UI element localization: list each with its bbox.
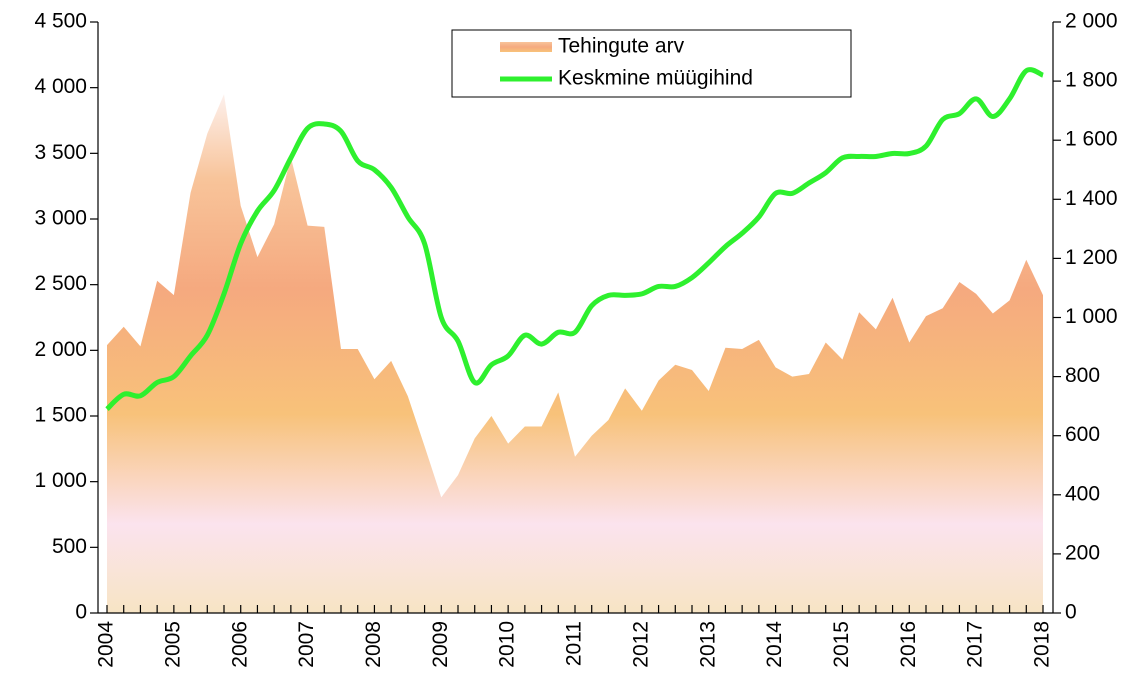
y-tick-label: 1 000	[34, 469, 87, 492]
x-tick-label: 2015	[830, 621, 853, 668]
x-tick-label: 2007	[295, 621, 318, 668]
y2-tick-label: 1 600	[1065, 128, 1118, 151]
y-tick-label: 0	[75, 601, 87, 624]
y2-tick-label: 1 800	[1065, 69, 1118, 92]
y2-tick-label: 200	[1065, 541, 1100, 564]
x-tick-label: 2016	[897, 621, 920, 668]
y2-tick-label: 600	[1065, 423, 1100, 446]
x-tick-label: 2008	[362, 621, 385, 668]
y-tick-label: 2 000	[34, 338, 87, 361]
area	[107, 94, 1043, 613]
y-tick-label: 4 500	[34, 10, 87, 33]
x-tick-label: 2011	[563, 621, 586, 666]
x-tick-label: 2005	[161, 621, 184, 668]
x-tick-label: 2013	[696, 621, 719, 668]
y-tick-label: 4 000	[34, 75, 87, 98]
plot-area: 0 500 1 000 1 500 2 000 2 500 3 000 3 500 4 000 4…	[34, 10, 1117, 668]
x-tick-label: 2012	[629, 621, 652, 668]
y-tick-label: 3 500	[34, 141, 87, 164]
x-tick-label: 2014	[763, 621, 786, 668]
y2-tick-label: 0	[1065, 601, 1077, 624]
x-tick-label: 2009	[429, 621, 452, 668]
legend-box	[451, 29, 852, 98]
x-tick-label: 2017	[964, 621, 987, 668]
y2-tick-label: 400	[1065, 482, 1100, 505]
x-tick-label: 2004	[95, 621, 118, 668]
y-tick-label: 2 500	[34, 272, 87, 295]
y-tick-label: 1 500	[34, 404, 87, 427]
legend: Tehingute arv Keskmine müügihind	[451, 29, 852, 98]
y2-tick-label: 1 000	[1065, 305, 1118, 328]
x-tick-label: 2006	[228, 621, 251, 668]
legend-label: Keskmine müügihind	[558, 67, 753, 90]
y2-tick-label: 1 200	[1065, 246, 1118, 269]
x-tick-label: 2010	[496, 621, 519, 668]
y-tick-label: 500	[52, 535, 87, 558]
legend-label: Tehingute arv	[558, 35, 685, 58]
y-tick-label: 3 000	[34, 207, 87, 230]
x-tick-label: 2018	[1031, 621, 1054, 668]
y2-tick-label: 800	[1065, 364, 1100, 387]
legend-swatch	[500, 42, 552, 52]
y2-tick-label: 2 000	[1065, 10, 1118, 33]
line	[105, 67, 1044, 411]
y2-tick-label: 1 400	[1065, 187, 1118, 210]
